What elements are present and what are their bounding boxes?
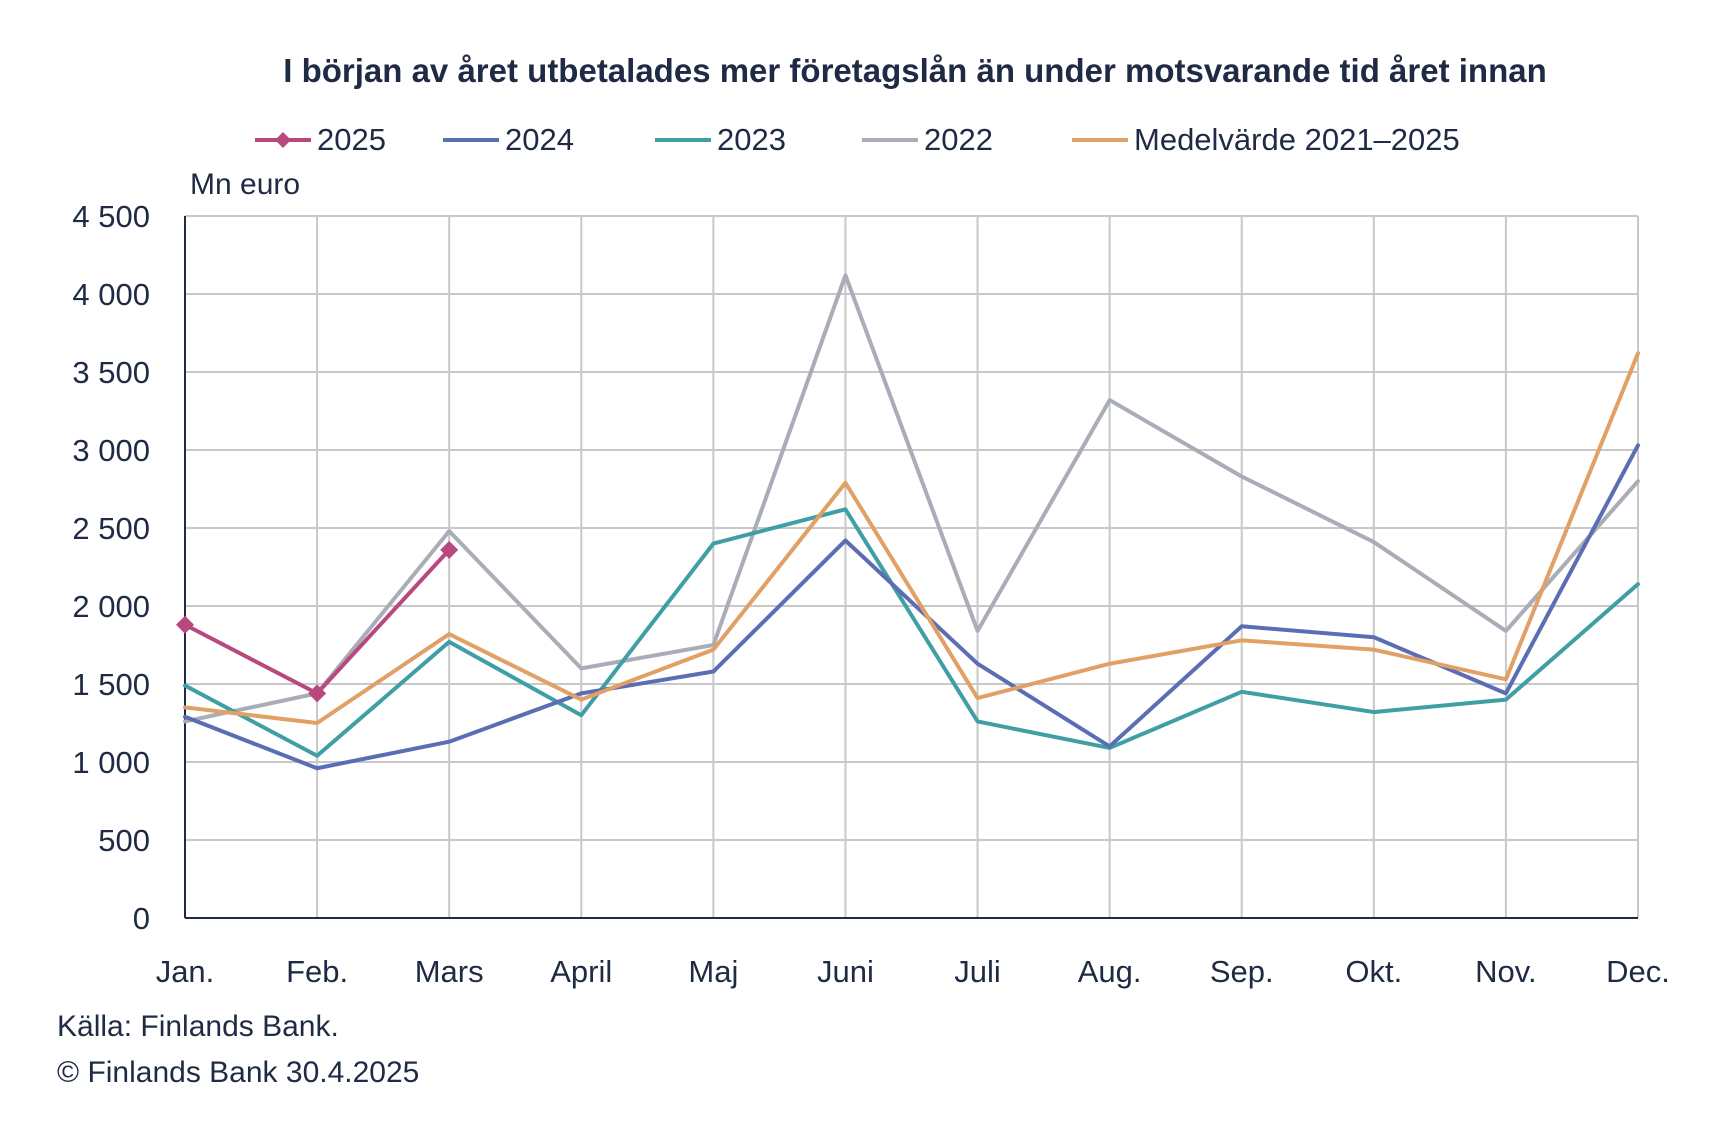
legend-item-2023: 2023 xyxy=(655,118,786,162)
chart-title: I början av året utbetalades mer företag… xyxy=(283,52,1547,89)
x-tick-label-4: Maj xyxy=(688,954,738,989)
legend-swatch-2022 xyxy=(862,138,918,142)
series-line-2023 xyxy=(183,507,1640,758)
legend-label-2025: 2025 xyxy=(317,122,386,157)
legend-swatch-2024 xyxy=(443,138,499,142)
x-tick-label-10: Nov. xyxy=(1475,954,1536,989)
series-line-2024 xyxy=(183,443,1640,771)
y-tick-label-4: 2 000 xyxy=(72,589,150,624)
line-chart: 0 500 1 000 1 500 2 000 2 500 3 000 3 500 4 000 4… xyxy=(72,199,1670,989)
series-marker-2025-2 xyxy=(440,540,459,559)
x-tick-label-6: Juli xyxy=(954,954,1001,989)
x-tick-label-9: Okt. xyxy=(1345,954,1402,989)
series-marker-2025-0 xyxy=(176,615,194,634)
x-tick-label-5: Juni xyxy=(817,954,874,989)
legend-swatch-2023 xyxy=(655,138,711,142)
series-line-Medelvärde-2021–2025 xyxy=(183,351,1640,725)
y-tick-label-3: 1 500 xyxy=(72,667,150,702)
x-tick-label-7: Aug. xyxy=(1078,954,1142,989)
legend-swatch-2025 xyxy=(255,132,311,148)
y-tick-label-1: 500 xyxy=(98,823,150,858)
x-tick-label-2: Mars xyxy=(415,954,484,989)
y-axis-unit-label: Mn euro xyxy=(190,168,301,201)
y-tick-label-9: 4 500 xyxy=(72,199,150,234)
y-tick-label-0: 0 xyxy=(133,901,150,936)
legend-swatch-average xyxy=(1072,138,1128,142)
x-tick-label-0: Jan. xyxy=(156,954,215,989)
y-tick-label-7: 3 500 xyxy=(72,355,150,390)
legend-item-2022: 2022 xyxy=(862,118,993,162)
x-tick-label-3: April xyxy=(550,954,612,989)
legend-item-2025: 2025 xyxy=(255,118,386,162)
y-tick-label-6: 3 000 xyxy=(72,433,150,468)
copyright-note: © Finlands Bank 30.4.2025 xyxy=(57,1056,420,1089)
x-tick-label-11: Dec. xyxy=(1606,954,1670,989)
series-marker-2025-1 xyxy=(308,684,327,703)
legend-item-2024: 2024 xyxy=(443,118,574,162)
x-tick-label-8: Sep. xyxy=(1210,954,1274,989)
y-tick-label-2: 1 000 xyxy=(72,745,150,780)
legend-label-2024: 2024 xyxy=(505,122,574,157)
x-tick-label-1: Feb. xyxy=(286,954,348,989)
y-tick-label-5: 2 500 xyxy=(72,511,150,546)
chart-legend: 2025 2024 2023 2022 Medelvärde 2021–2025 xyxy=(255,118,1655,162)
legend-label-average: Medelvärde 2021–2025 xyxy=(1134,122,1460,157)
legend-label-2023: 2023 xyxy=(717,122,786,157)
legend-label-2022: 2022 xyxy=(924,122,993,157)
source-note: Källa: Finlands Bank. xyxy=(57,1010,339,1043)
series-line-2022 xyxy=(183,273,1640,724)
legend-item-average: Medelvärde 2021–2025 xyxy=(1072,118,1460,162)
y-tick-label-8: 4 000 xyxy=(72,277,150,312)
